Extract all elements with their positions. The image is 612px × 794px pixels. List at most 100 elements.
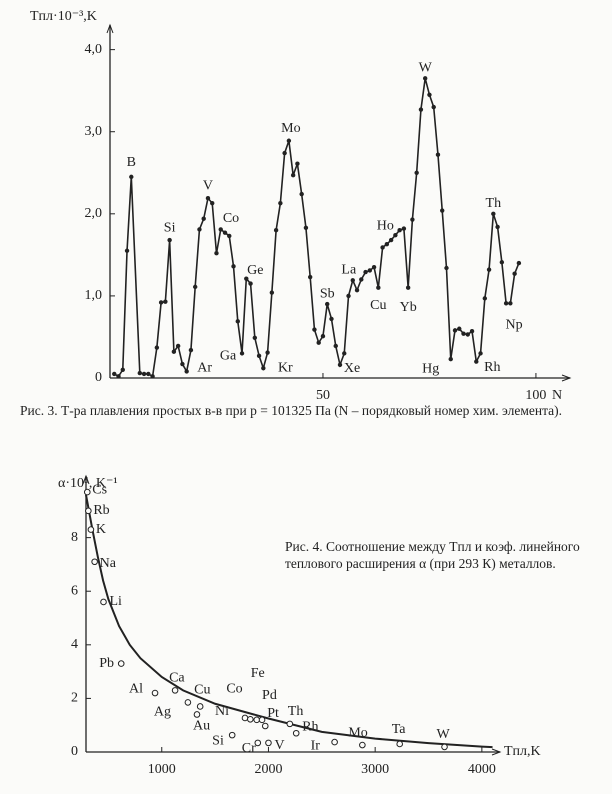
data-point bbox=[214, 251, 219, 256]
data-point bbox=[265, 739, 272, 747]
data-point bbox=[495, 224, 500, 230]
data-point bbox=[401, 226, 407, 231]
data-point bbox=[253, 716, 261, 724]
data-point bbox=[171, 687, 179, 694]
data-point bbox=[256, 353, 262, 359]
element-label: Ar bbox=[197, 361, 212, 376]
point-label: Cr bbox=[242, 741, 256, 756]
point-label: Co bbox=[226, 682, 242, 697]
data-point bbox=[265, 350, 270, 355]
point-label: Ir bbox=[311, 738, 321, 753]
axis-arrow bbox=[561, 374, 572, 382]
data-point bbox=[273, 228, 279, 233]
caption: Рис. 4. Соотношение между Tпл и коэф. ли… bbox=[285, 539, 580, 571]
x-axis-label: N bbox=[552, 388, 562, 403]
x-axis-label: Tпл,K bbox=[504, 744, 541, 759]
y-tick-label: 8 bbox=[71, 530, 78, 545]
data-point bbox=[418, 107, 424, 112]
data-point bbox=[210, 200, 215, 206]
data-point bbox=[112, 371, 117, 377]
data-point bbox=[205, 196, 211, 201]
data-point bbox=[461, 331, 466, 336]
data-point bbox=[299, 191, 304, 197]
x-tick-label: 100 bbox=[525, 388, 546, 403]
data-point bbox=[150, 374, 155, 379]
data-point bbox=[444, 265, 449, 271]
data-point bbox=[282, 150, 287, 156]
data-point bbox=[117, 660, 125, 667]
point-label: K bbox=[96, 522, 106, 537]
data-point bbox=[380, 245, 385, 250]
data-point bbox=[248, 281, 253, 286]
data-point bbox=[254, 739, 262, 747]
element-label: Hg bbox=[422, 361, 439, 376]
point-label: Th bbox=[288, 704, 304, 719]
element-label: Ho bbox=[377, 218, 394, 233]
data-point bbox=[252, 335, 258, 340]
point-label: Fe bbox=[251, 666, 265, 681]
data-point bbox=[329, 316, 334, 322]
data-point bbox=[192, 284, 198, 290]
data-point bbox=[278, 200, 283, 206]
point-label: Cs bbox=[92, 482, 107, 497]
data-point bbox=[184, 369, 189, 374]
data-point bbox=[307, 274, 313, 280]
data-point bbox=[499, 260, 505, 265]
data-point bbox=[346, 293, 351, 299]
data-point bbox=[457, 326, 462, 331]
data-point bbox=[91, 558, 98, 566]
data-point bbox=[396, 740, 404, 748]
axis-arrow bbox=[106, 23, 114, 34]
y-tick-label: 0 bbox=[71, 744, 78, 759]
data-point bbox=[316, 340, 321, 345]
element-label: V bbox=[203, 178, 213, 193]
element-label: Co bbox=[223, 211, 239, 226]
point-label: Rh bbox=[302, 719, 318, 734]
point-label: Rb bbox=[93, 503, 109, 518]
data-point bbox=[448, 356, 453, 362]
y-tick-label: 3,0 bbox=[85, 124, 103, 139]
data-point bbox=[452, 328, 458, 333]
data-point bbox=[337, 362, 343, 368]
element-label: Ga bbox=[220, 349, 237, 364]
data-point bbox=[227, 233, 232, 239]
data-point bbox=[414, 170, 419, 175]
element-label: Sb bbox=[320, 286, 335, 301]
x-tick-label: 1000 bbox=[148, 762, 176, 777]
data-point bbox=[482, 296, 488, 301]
element-label: B bbox=[127, 155, 136, 170]
data-point bbox=[235, 319, 240, 324]
data-point bbox=[87, 526, 95, 533]
data-point bbox=[435, 152, 441, 157]
data-point bbox=[491, 211, 496, 217]
data-point bbox=[422, 76, 428, 81]
data-point bbox=[163, 299, 168, 304]
data-point bbox=[474, 359, 479, 364]
caption: Рис. 3. Т-ра плавления простых в-в при p… bbox=[20, 403, 563, 418]
data-point bbox=[397, 228, 402, 233]
y-tick-label: 0 bbox=[95, 370, 102, 385]
data-point bbox=[231, 264, 236, 269]
data-point bbox=[83, 488, 91, 496]
point-label: Pb bbox=[99, 656, 114, 671]
data-point bbox=[350, 278, 355, 283]
fit-curve bbox=[85, 494, 493, 749]
data-point bbox=[239, 351, 245, 356]
data-point bbox=[512, 271, 517, 276]
data-point bbox=[325, 301, 330, 307]
y-tick-label: 2 bbox=[71, 691, 78, 706]
data-point bbox=[333, 343, 338, 349]
element-label: W bbox=[419, 61, 433, 76]
data-point bbox=[441, 743, 448, 751]
axis-arrow bbox=[82, 474, 90, 485]
element-label: La bbox=[341, 263, 357, 278]
data-point bbox=[129, 174, 134, 180]
data-point bbox=[393, 232, 398, 238]
data-point bbox=[359, 277, 364, 282]
data-point bbox=[269, 290, 275, 295]
point-label: Au bbox=[193, 719, 210, 734]
y-tick-label: 2,0 bbox=[85, 206, 103, 221]
element-label: Kr bbox=[278, 360, 293, 375]
point-label: Ag bbox=[154, 705, 171, 720]
